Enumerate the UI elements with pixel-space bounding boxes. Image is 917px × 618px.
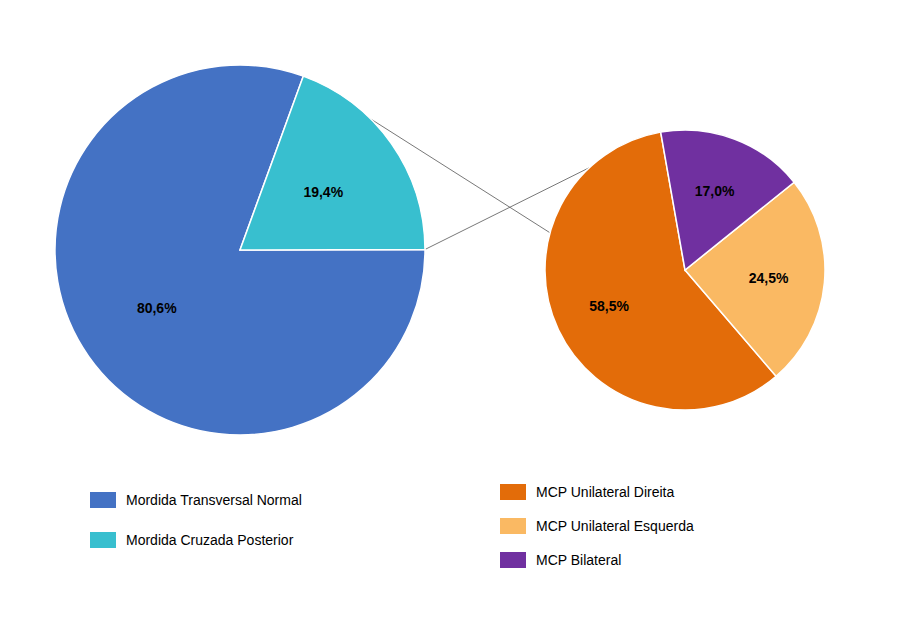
pie-slice xyxy=(661,130,794,270)
legend-swatch xyxy=(90,532,116,548)
legend-label: MCP Unilateral Direita xyxy=(536,484,674,500)
legend-label: Mordida Transversal Normal xyxy=(126,492,302,508)
labels: 80,6% 19,4% 58,5% 24,5% 17,0% xyxy=(137,183,789,316)
pie xyxy=(545,130,825,410)
legend-label: MCP Bilateral xyxy=(536,552,621,568)
legend-swatch xyxy=(500,484,526,500)
legend-group: MCP Unilateral Direita MCP Unilateral Esq… xyxy=(500,484,694,568)
legend-swatch xyxy=(500,518,526,534)
legend-label: Mordida Cruzada Posterior xyxy=(126,532,294,548)
pies xyxy=(55,65,825,435)
pie-slice xyxy=(55,65,425,435)
legend-swatch xyxy=(90,492,116,508)
data-label: 19,4% xyxy=(303,184,343,200)
data-labels: 80,6% 19,4% xyxy=(137,184,344,317)
legend: Mordida Transversal Normal Mordida Cruzad… xyxy=(90,484,694,568)
data-label: 17,0% xyxy=(695,183,735,199)
data-label: 80,6% xyxy=(137,300,177,316)
pie xyxy=(55,65,425,435)
pie-slice xyxy=(240,76,425,250)
data-label: 24,5% xyxy=(749,270,789,286)
chart: 80,6% 19,4% 58,5% 24,5% 17,0% Mordida Transve… xyxy=(0,0,917,618)
legend-swatch xyxy=(500,552,526,568)
legend-label: MCP Unilateral Esquerda xyxy=(536,518,694,534)
data-label: 58,5% xyxy=(589,298,629,314)
legend-group: Mordida Transversal Normal Mordida Cruzad… xyxy=(90,492,302,548)
data-labels: 58,5% 24,5% 17,0% xyxy=(589,183,789,314)
